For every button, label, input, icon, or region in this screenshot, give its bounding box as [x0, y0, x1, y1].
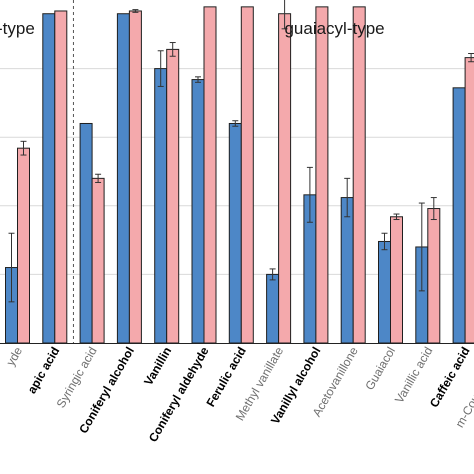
bar — [166, 48, 180, 344]
bar — [240, 6, 254, 344]
bar — [452, 87, 466, 344]
bar — [54, 10, 68, 344]
bar — [79, 122, 93, 344]
x-tick-label: apic acid — [25, 345, 63, 396]
x-tick-label: Guaiacol — [362, 345, 398, 393]
x-tick-label: Vanillin — [141, 345, 174, 388]
bar — [128, 10, 142, 344]
bar — [91, 177, 105, 344]
bar — [464, 57, 474, 344]
x-tick-label: Vanillic acid — [392, 345, 435, 406]
bar — [352, 6, 366, 344]
bar — [278, 13, 292, 344]
bar — [315, 6, 329, 344]
bar — [154, 68, 168, 344]
bar — [340, 197, 354, 344]
bar — [378, 240, 391, 344]
bar — [17, 147, 30, 344]
bar — [42, 13, 56, 344]
group-title: -type — [0, 19, 35, 38]
bars — [5, 0, 474, 344]
x-tick-label: yde — [3, 344, 25, 368]
group-title: guaiacyl-type — [284, 19, 384, 38]
bar — [390, 216, 403, 344]
bar — [116, 13, 130, 344]
bar — [228, 122, 242, 344]
bar — [191, 79, 205, 344]
bar — [427, 208, 441, 344]
bar — [203, 6, 217, 344]
bar — [266, 273, 280, 344]
